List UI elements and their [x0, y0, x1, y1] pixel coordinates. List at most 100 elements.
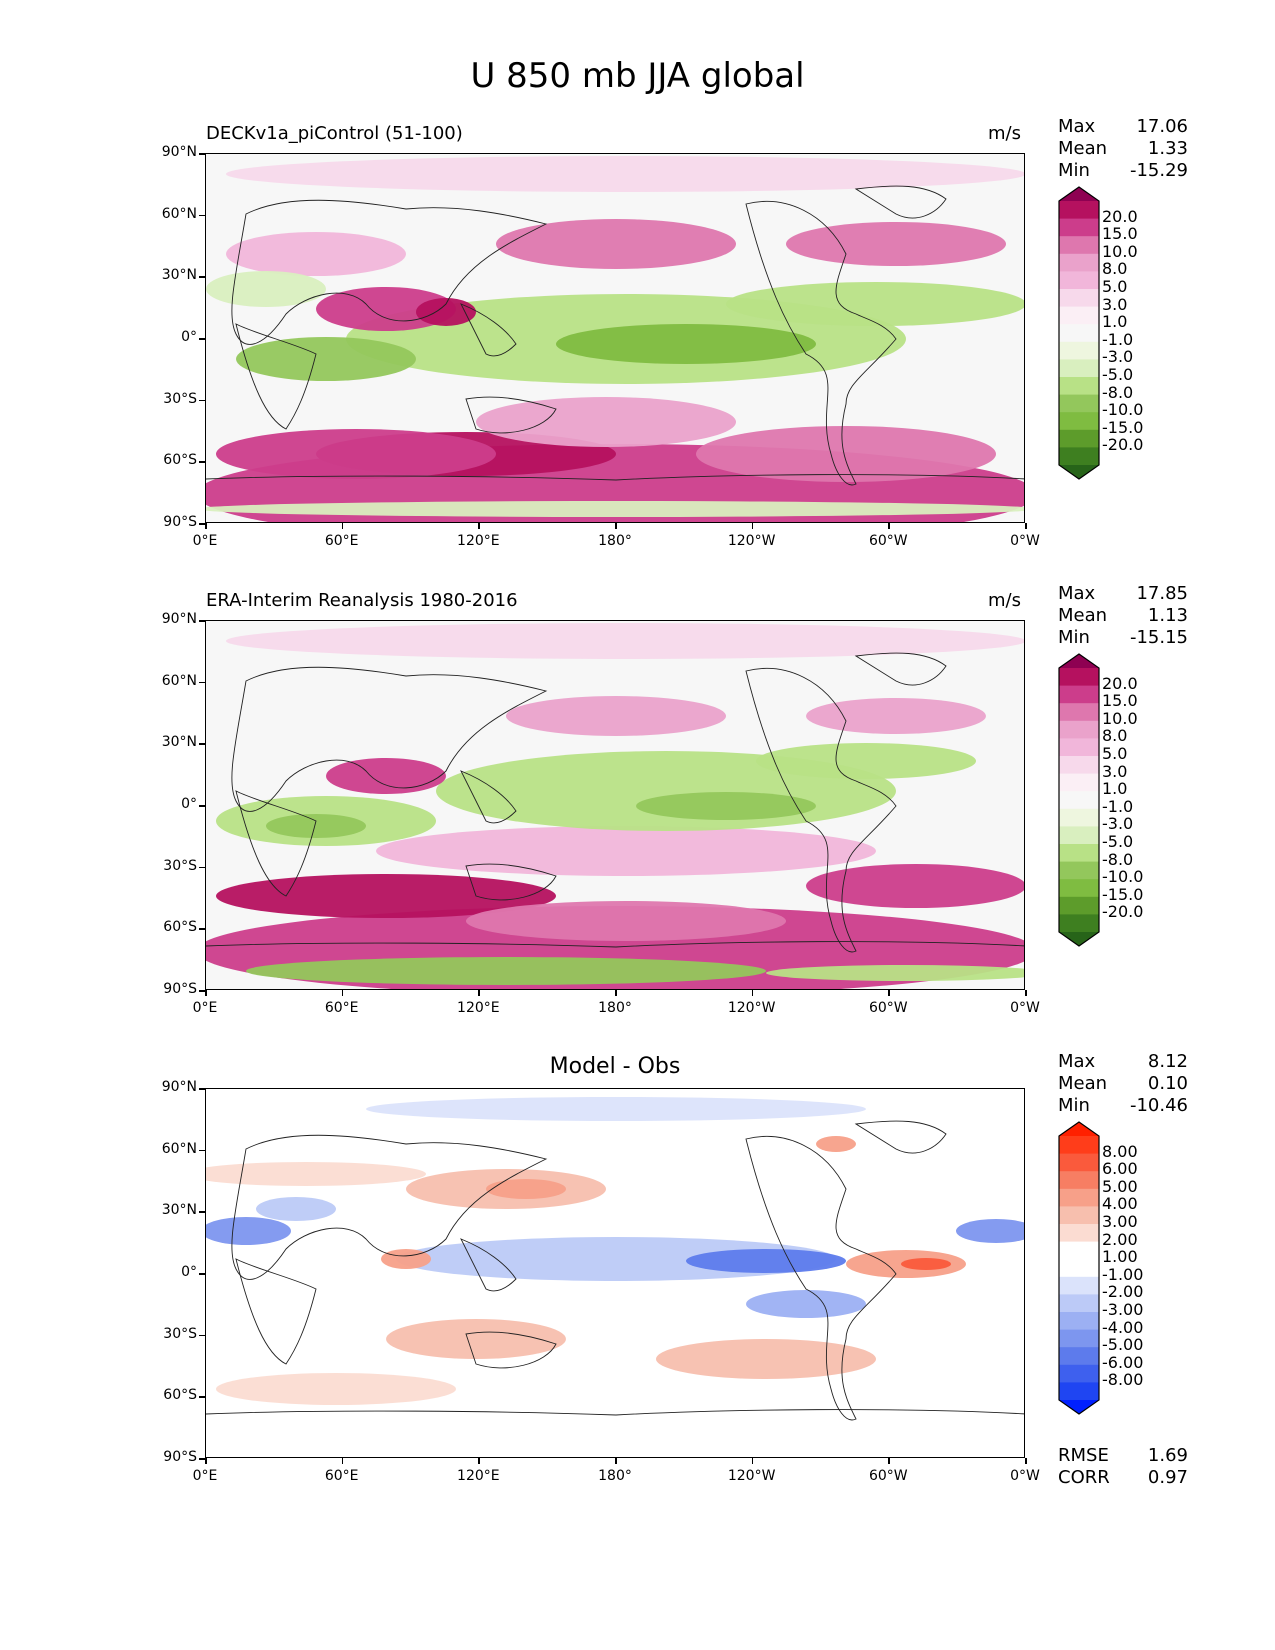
y-tick-label: 60°N: [161, 672, 197, 689]
coastline: [854, 1120, 947, 1154]
coastline: [231, 666, 548, 812]
colorbar-label: 4.00: [1102, 1194, 1138, 1214]
colorbar-swatch: [1059, 201, 1099, 220]
stat-mean-value: 1.33: [1147, 138, 1188, 159]
stat-min-label: Min: [1058, 1095, 1090, 1116]
x-tick-label: 180°: [598, 533, 632, 549]
contour-region: [386, 1319, 566, 1359]
colorbar-label: -15.0: [1102, 417, 1144, 437]
contour-region: [236, 337, 416, 381]
y-tick-mark: [199, 461, 205, 463]
colorbar-swatch: [1059, 465, 1099, 479]
colorbar: [1058, 653, 1100, 951]
colorbar-label: 3.00: [1102, 1212, 1138, 1231]
y-tick-mark: [199, 620, 205, 622]
contour-region: [756, 743, 976, 779]
map-field: [206, 1089, 1024, 1457]
stat-mean-label: Mean: [1058, 605, 1108, 626]
y-tick-mark: [199, 1458, 205, 1460]
contour-region: [416, 298, 476, 326]
stat-max-label: Max: [1058, 583, 1096, 604]
stat-min: Min -15.15: [1058, 627, 1188, 649]
y-tick-label: 90°N: [161, 611, 197, 627]
contour-region: [206, 1217, 291, 1245]
colorbar-label: 15.0: [1102, 691, 1138, 711]
x-tick-label: 120°W: [727, 533, 776, 549]
contour-region: [216, 1373, 456, 1405]
x-tick-mark: [751, 523, 754, 529]
y-tick-mark: [199, 1334, 205, 1337]
y-tick-mark: [199, 1396, 205, 1398]
y-tick-label: 0°: [181, 796, 197, 812]
stat-max-label: Max: [1058, 116, 1096, 137]
x-tick-mark: [1025, 1458, 1027, 1464]
colorbar-label: -8.00: [1102, 1370, 1144, 1390]
x-tick-label: 60°E: [324, 1468, 359, 1484]
contour-region: [726, 282, 1024, 326]
coastline: [231, 1134, 548, 1280]
x-tick-mark: [615, 990, 617, 996]
contour-region: [556, 324, 816, 364]
colorbar-label: 6.00: [1102, 1159, 1138, 1179]
colorbar-label: 10.0: [1102, 708, 1138, 728]
colorbar-label: -8.0: [1102, 382, 1134, 402]
contour-region: [806, 864, 1024, 908]
contour-region: [376, 826, 876, 876]
contour-region: [816, 1136, 856, 1152]
colorbar-label: 8.00: [1102, 1141, 1138, 1161]
colorbar-swatch: [1059, 447, 1099, 466]
x-tick-label: 120°E: [457, 1468, 500, 1484]
coastline: [235, 323, 317, 430]
coastline: [231, 199, 548, 345]
colorbar-label: -4.00: [1102, 1317, 1144, 1337]
stat-min: Min -10.46: [1058, 1095, 1188, 1117]
x-tick-label: 60°E: [324, 533, 359, 549]
x-tick-label: 180°: [598, 1468, 632, 1484]
colorbar-swatch: [1059, 1294, 1099, 1313]
colorbar-swatch: [1059, 1171, 1099, 1190]
y-tick-mark: [199, 990, 205, 992]
colorbar-label: -2.00: [1102, 1282, 1144, 1302]
colorbar-label: -3.00: [1102, 1300, 1144, 1319]
x-tick-label: 120°W: [727, 1468, 776, 1484]
metric-rmse-label: RMSE: [1058, 1445, 1109, 1466]
colorbar-swatch: [1059, 1312, 1099, 1331]
coastline: [854, 185, 947, 219]
contour-region: [466, 901, 786, 941]
colorbar-swatch: [1059, 791, 1099, 810]
colorbar-label: -8.0: [1102, 849, 1134, 869]
colorbar-label: 5.0: [1102, 744, 1128, 763]
x-tick-label: 120°E: [457, 533, 500, 549]
colorbar-swatch: [1059, 1153, 1099, 1172]
colorbar-label: -10.0: [1102, 400, 1144, 420]
x-tick-mark: [478, 1458, 480, 1464]
x-tick-mark: [341, 523, 344, 529]
stat-max-value: 17.06: [1136, 116, 1188, 137]
coastline: [460, 770, 517, 824]
x-tick-mark: [205, 523, 207, 529]
x-tick-label: 0°W: [1010, 533, 1040, 549]
colorbar: [1058, 186, 1100, 484]
colorbar-label: -3.0: [1102, 814, 1134, 834]
x-tick-label: 60°W: [868, 1000, 908, 1016]
y-tick-mark: [199, 866, 205, 869]
x-tick-label: 180°: [598, 1000, 632, 1016]
contour-region: [696, 426, 996, 482]
map-field: [206, 154, 1024, 522]
stat-max: Max 17.06: [1058, 116, 1188, 138]
y-tick-mark: [199, 338, 205, 340]
colorbar-swatch: [1059, 773, 1099, 792]
y-tick-mark: [199, 681, 205, 684]
colorbar: [1058, 1121, 1100, 1419]
colorbar-swatch: [1059, 394, 1099, 413]
colorbar-swatch: [1059, 756, 1099, 775]
metric-corr: CORR 0.97: [1058, 1467, 1188, 1489]
colorbar-label: 1.00: [1102, 1247, 1138, 1267]
contour-region: [246, 957, 766, 985]
x-tick-label: 0°E: [192, 533, 218, 549]
colorbar-swatch: [1059, 1241, 1099, 1260]
contour-region: [216, 874, 556, 918]
y-tick-mark: [199, 1088, 205, 1090]
colorbar-label: 10.0: [1102, 241, 1138, 261]
stat-max: Max 17.85: [1058, 583, 1188, 605]
